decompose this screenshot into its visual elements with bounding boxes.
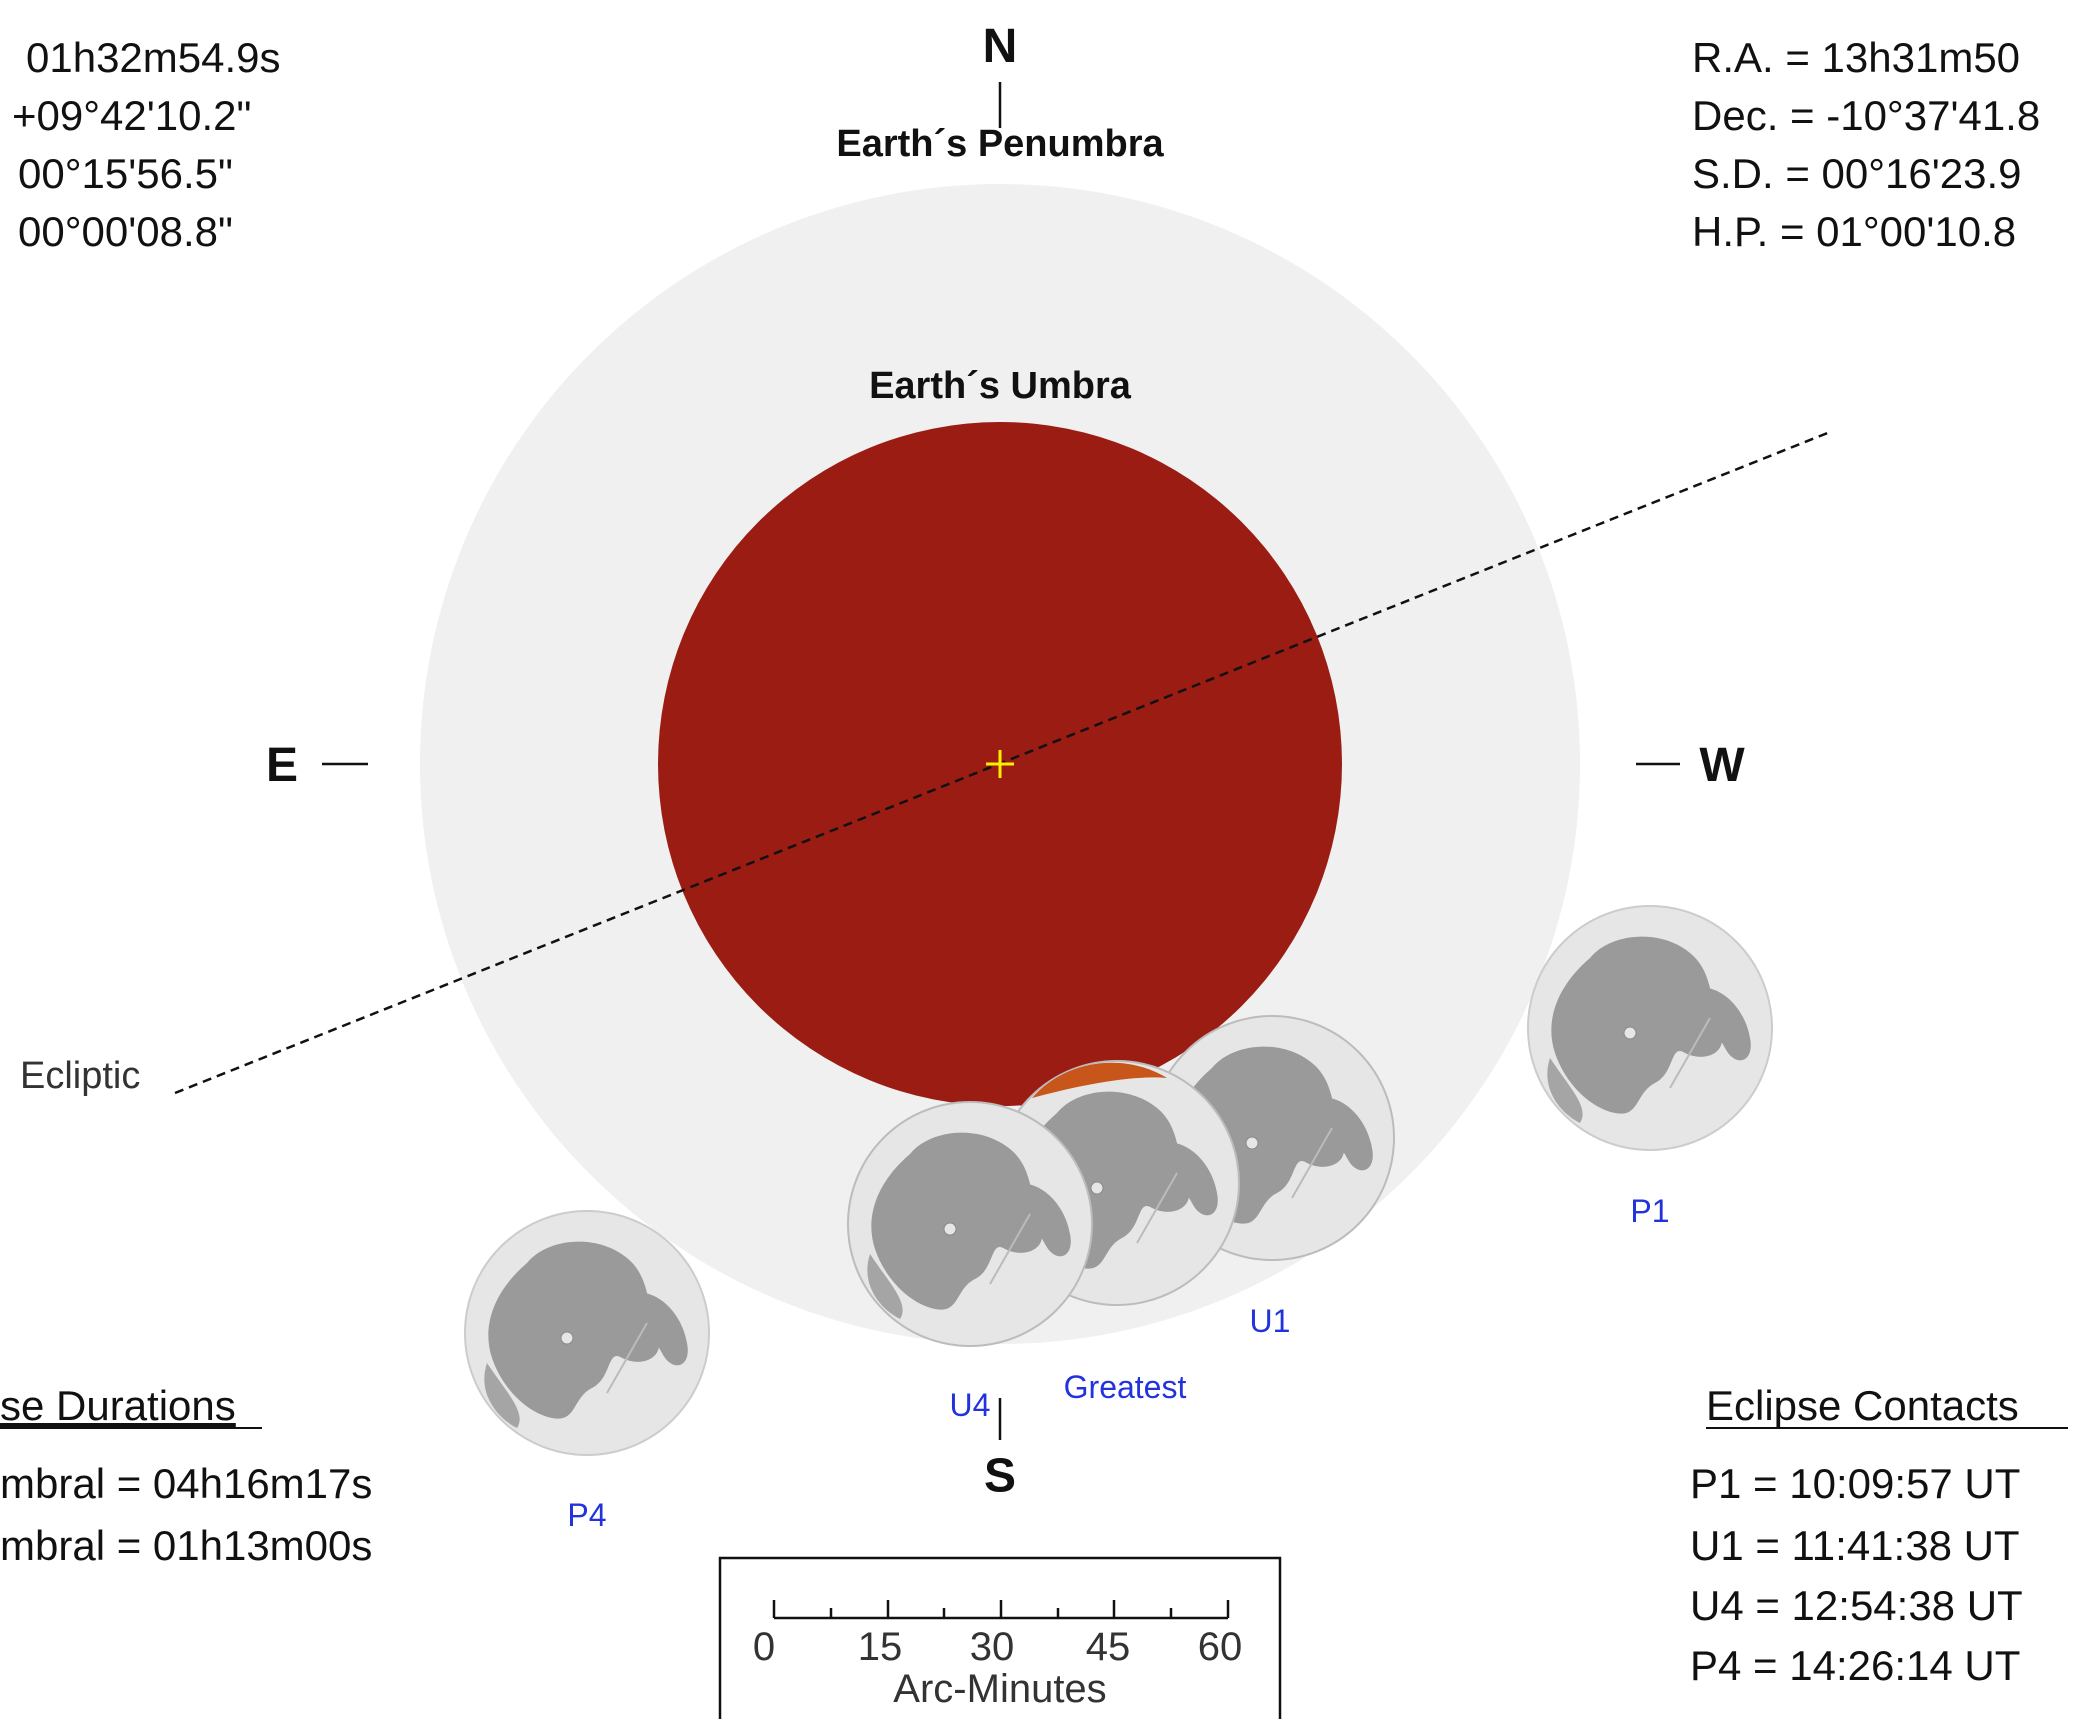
center-cross bbox=[986, 750, 1014, 778]
contact-p4: P4 = 14:26:14 UT bbox=[1690, 1642, 2020, 1689]
right-hp: H.P. = 01°00'10.8 bbox=[1692, 208, 2016, 255]
scale-box bbox=[718, 1556, 1282, 1719]
compass-west: W bbox=[1699, 739, 1745, 792]
label-u1: U1 bbox=[1250, 1303, 1291, 1339]
right-sd: S.D. = 00°16'23.9 bbox=[1692, 150, 2022, 197]
scale-tick-60: 60 bbox=[1198, 1625, 1243, 1669]
scale-tick-45: 45 bbox=[1086, 1625, 1131, 1669]
contact-u4: U4 = 12:54:38 UT bbox=[1690, 1582, 2023, 1629]
ecliptic-label: Ecliptic bbox=[20, 1055, 140, 1097]
left-dec: +09°42'10.2" bbox=[12, 92, 251, 139]
label-p4: P4 bbox=[567, 1497, 606, 1533]
moon-p1 bbox=[1527, 905, 1773, 1151]
label-greatest: Greatest bbox=[1064, 1369, 1187, 1405]
contact-u1: U1 = 11:41:38 UT bbox=[1690, 1522, 2020, 1569]
contact-p1: P1 = 10:09:57 UT bbox=[1690, 1460, 2020, 1507]
left-ra: 01h32m54.9s bbox=[26, 34, 281, 81]
scale-tick-30: 30 bbox=[970, 1625, 1015, 1669]
scale-label: Arc-Minutes bbox=[893, 1667, 1106, 1711]
compass-north: N bbox=[983, 20, 1018, 73]
label-u4: U4 bbox=[950, 1387, 991, 1423]
umbra-label: Earth´s Umbra bbox=[869, 365, 1132, 407]
left-sd: 00°15'56.5" bbox=[18, 150, 233, 197]
scale-tick-15: 15 bbox=[858, 1625, 903, 1669]
compass-east: E bbox=[266, 739, 298, 792]
scale-tick-0: 0 bbox=[753, 1625, 775, 1669]
moon-u4 bbox=[847, 1101, 1093, 1347]
right-ra: R.A. = 13h31m50 bbox=[1692, 34, 2020, 81]
left-hp: 00°00'08.8" bbox=[18, 208, 233, 255]
contacts-heading: Eclipse Contacts bbox=[1706, 1382, 2019, 1429]
durations-heading: se Durations bbox=[0, 1382, 236, 1429]
penumbra-label: Earth´s Penumbra bbox=[836, 123, 1164, 165]
scale-bar bbox=[772, 1600, 1230, 1620]
duration-penumbral: mbral = 04h16m17s bbox=[0, 1460, 372, 1507]
duration-umbral: mbral = 01h13m00s bbox=[0, 1522, 372, 1569]
label-p1: P1 bbox=[1630, 1193, 1669, 1229]
right-dec: Dec. = -10°37'41.8 bbox=[1692, 92, 2040, 139]
moon-p4 bbox=[464, 1210, 710, 1456]
compass-south: S bbox=[984, 1450, 1016, 1503]
